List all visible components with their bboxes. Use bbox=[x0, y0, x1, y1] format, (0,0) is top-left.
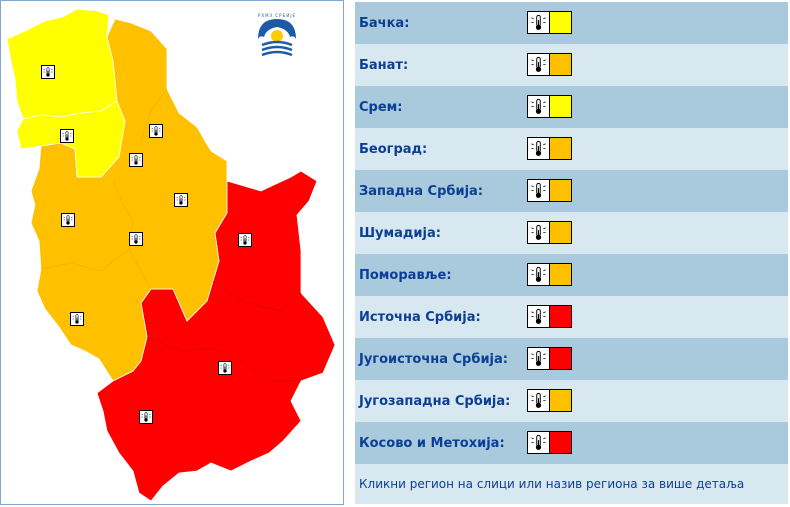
region-row[interactable]: Југозападна Србија: bbox=[355, 380, 788, 422]
map-thermometer-icon[interactable] bbox=[60, 129, 74, 143]
thermometer-icon bbox=[527, 305, 550, 328]
thermometer-icon bbox=[527, 95, 550, 118]
region-name-link[interactable]: Западна Србија: bbox=[359, 183, 484, 199]
region-row[interactable]: Поморавље: bbox=[355, 254, 788, 296]
map-thermometer-icon[interactable] bbox=[149, 124, 163, 138]
rhmz-logo-icon bbox=[258, 19, 296, 57]
region-name-link[interactable]: Београд: bbox=[359, 141, 428, 157]
warning-indicator[interactable] bbox=[527, 263, 572, 286]
region-name-link[interactable]: Поморавље: bbox=[359, 267, 452, 283]
map-thermometer-icon[interactable] bbox=[129, 232, 143, 246]
warning-level-swatch bbox=[549, 389, 572, 412]
region-row[interactable]: Источна Србија: bbox=[355, 296, 788, 338]
map-thermometer-icon[interactable] bbox=[174, 193, 188, 207]
thermometer-icon bbox=[527, 263, 550, 286]
warning-level-swatch bbox=[549, 137, 572, 160]
serbia-map bbox=[6, 8, 336, 502]
region-name-link[interactable]: Источна Србија: bbox=[359, 309, 481, 325]
warning-indicator[interactable] bbox=[527, 347, 572, 370]
map-thermometer-icon[interactable] bbox=[70, 312, 84, 326]
footer-hint-text: Кликни регион на слици или назив региона… bbox=[359, 477, 745, 491]
warning-level-swatch bbox=[549, 11, 572, 34]
warning-indicator[interactable] bbox=[527, 137, 572, 160]
rhmz-logo-text: РХМЗ СРБИЈЕ bbox=[257, 13, 297, 18]
region-yellow-backa[interactable] bbox=[6, 8, 118, 120]
region-row[interactable]: Западна Србија: bbox=[355, 170, 788, 212]
warning-indicator[interactable] bbox=[527, 431, 572, 454]
warning-indicator[interactable] bbox=[527, 53, 572, 76]
region-name-link[interactable]: Југоисточна Србија: bbox=[359, 351, 508, 367]
map-thermometer-icon[interactable] bbox=[61, 213, 75, 227]
warning-level-swatch bbox=[549, 221, 572, 244]
map-thermometer-icon[interactable] bbox=[139, 410, 153, 424]
thermometer-icon bbox=[527, 53, 550, 76]
map-thermometer-icon[interactable] bbox=[218, 361, 232, 375]
warning-indicator[interactable] bbox=[527, 389, 572, 412]
thermometer-icon bbox=[527, 137, 550, 160]
thermometer-icon bbox=[527, 221, 550, 244]
region-row[interactable]: Шумадија: bbox=[355, 212, 788, 254]
warning-level-swatch bbox=[549, 347, 572, 370]
region-name-link[interactable]: Срем: bbox=[359, 99, 403, 115]
region-name-link[interactable]: Косово и Метохија: bbox=[359, 435, 505, 451]
map-thermometer-icon[interactable] bbox=[41, 65, 55, 79]
region-name-link[interactable]: Бачка: bbox=[359, 15, 410, 31]
region-name-link[interactable]: Југозападна Србија: bbox=[359, 393, 511, 409]
warning-level-swatch bbox=[549, 95, 572, 118]
region-row[interactable]: Банат: bbox=[355, 44, 788, 86]
warning-indicator[interactable] bbox=[527, 179, 572, 202]
warning-level-swatch bbox=[549, 263, 572, 286]
warning-indicator[interactable] bbox=[527, 11, 572, 34]
warning-indicator[interactable] bbox=[527, 221, 572, 244]
warning-indicator[interactable] bbox=[527, 305, 572, 328]
thermometer-icon bbox=[527, 347, 550, 370]
region-row[interactable]: Срем: bbox=[355, 86, 788, 128]
warning-level-swatch bbox=[549, 53, 572, 76]
region-name-link[interactable]: Шумадија: bbox=[359, 225, 441, 241]
warning-level-swatch bbox=[549, 179, 572, 202]
region-row[interactable]: Косово и Метохија: bbox=[355, 422, 788, 464]
region-list: Бачка: Банат: Срем: Београд: Западна Србија:… bbox=[355, 2, 788, 504]
thermometer-icon bbox=[527, 179, 550, 202]
footer-hint: Кликни регион на слици или назив региона… bbox=[355, 464, 788, 504]
rhmz-logo: РХМЗ СРБИЈЕ bbox=[254, 13, 300, 67]
map-thermometer-icon[interactable] bbox=[129, 153, 143, 167]
warning-map: РХМЗ СРБИЈЕ bbox=[0, 0, 344, 505]
thermometer-icon bbox=[527, 11, 550, 34]
region-name-link[interactable]: Банат: bbox=[359, 57, 409, 73]
region-row[interactable]: Београд: bbox=[355, 128, 788, 170]
warning-level-swatch bbox=[549, 305, 572, 328]
region-row[interactable]: Бачка: bbox=[355, 2, 788, 44]
map-thermometer-icon[interactable] bbox=[238, 233, 252, 247]
thermometer-icon bbox=[527, 389, 550, 412]
warning-level-swatch bbox=[549, 431, 572, 454]
thermometer-icon bbox=[527, 431, 550, 454]
warning-indicator[interactable] bbox=[527, 95, 572, 118]
region-row[interactable]: Југоисточна Србија: bbox=[355, 338, 788, 380]
